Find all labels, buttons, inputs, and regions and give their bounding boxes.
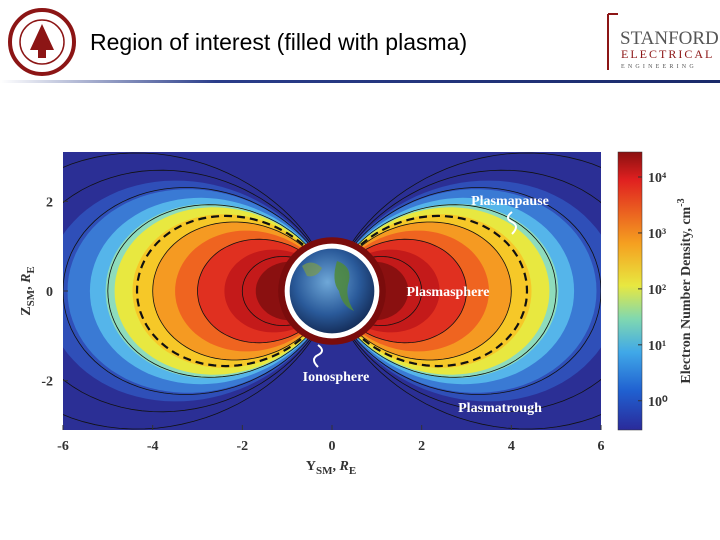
label-part: Electron Number Density, cm — [679, 206, 694, 383]
field-line — [347, 152, 601, 430]
seal — [8, 8, 76, 76]
field-line — [107, 204, 313, 378]
colorbar-tick-label: 10¹ — [648, 339, 666, 354]
field-line — [197, 238, 307, 344]
field-line — [348, 169, 601, 413]
y-tick-label: 0 — [46, 285, 53, 300]
logo-line: STANFORD — [620, 28, 719, 49]
earth — [284, 243, 380, 339]
field-line — [63, 187, 315, 395]
x-axis-label: YSM, RE — [306, 459, 356, 477]
plasmapause-line — [135, 214, 312, 368]
colorbar-tick-label: 10⁴ — [648, 171, 667, 186]
land — [334, 261, 354, 311]
label-part: Y — [306, 459, 316, 474]
x-tick-label: 4 — [508, 439, 515, 454]
plot-area — [63, 152, 601, 430]
field-line — [357, 238, 467, 344]
label-part: SM — [316, 465, 333, 477]
annotation: Plasmasphere — [407, 285, 490, 300]
colorbar-label: Electron Number Density, cm-3 — [676, 198, 694, 383]
x-tick-label: 2 — [418, 439, 425, 454]
annotation: Plasmatrough — [458, 401, 542, 416]
land — [302, 262, 322, 277]
x-tick-label: -2 — [236, 439, 248, 454]
colorbar-tick-label: 10³ — [648, 227, 666, 242]
annotation: Ionosphere — [303, 370, 370, 385]
logo-line: ELECTRICAL — [621, 47, 714, 61]
colorbar-tick-label: 10⁰ — [648, 395, 668, 410]
field-line — [354, 221, 512, 361]
field-line — [63, 169, 316, 413]
field-line — [241, 256, 301, 326]
field-line — [152, 221, 310, 361]
x-tick-label: -6 — [57, 439, 69, 454]
label-part: SM — [25, 289, 37, 306]
field-line — [349, 187, 601, 395]
field-line — [363, 256, 423, 326]
colorbar — [617, 151, 643, 431]
label-part: E — [25, 266, 37, 273]
header-rule — [0, 80, 720, 83]
label-part: -3 — [676, 198, 687, 206]
x-tick-label: -4 — [147, 439, 159, 454]
field-line — [63, 152, 317, 430]
label-part: Z — [19, 306, 34, 315]
pointer — [313, 344, 323, 368]
pointer — [507, 211, 517, 235]
y-tick-label: 2 — [46, 195, 53, 210]
logo: STANFORD ELECTRICAL ENGINEERING — [607, 13, 719, 70]
slide-title: Region of interest (filled with plasma) — [90, 29, 467, 55]
label-part: R — [338, 459, 348, 474]
label-part: R — [19, 274, 34, 284]
annotation: Plasmapause — [471, 194, 549, 209]
y-axis-label: ZSM, RE — [19, 266, 37, 316]
label-part: E — [349, 465, 356, 477]
logo-line: ENGINEERING — [621, 64, 697, 70]
x-tick-label: 0 — [329, 439, 336, 454]
y-tick-label: -2 — [41, 375, 53, 390]
plasmapause-line — [352, 214, 529, 368]
field-line — [351, 204, 557, 378]
colorbar-tick-label: 10² — [648, 283, 666, 298]
x-tick-label: 6 — [598, 439, 605, 454]
